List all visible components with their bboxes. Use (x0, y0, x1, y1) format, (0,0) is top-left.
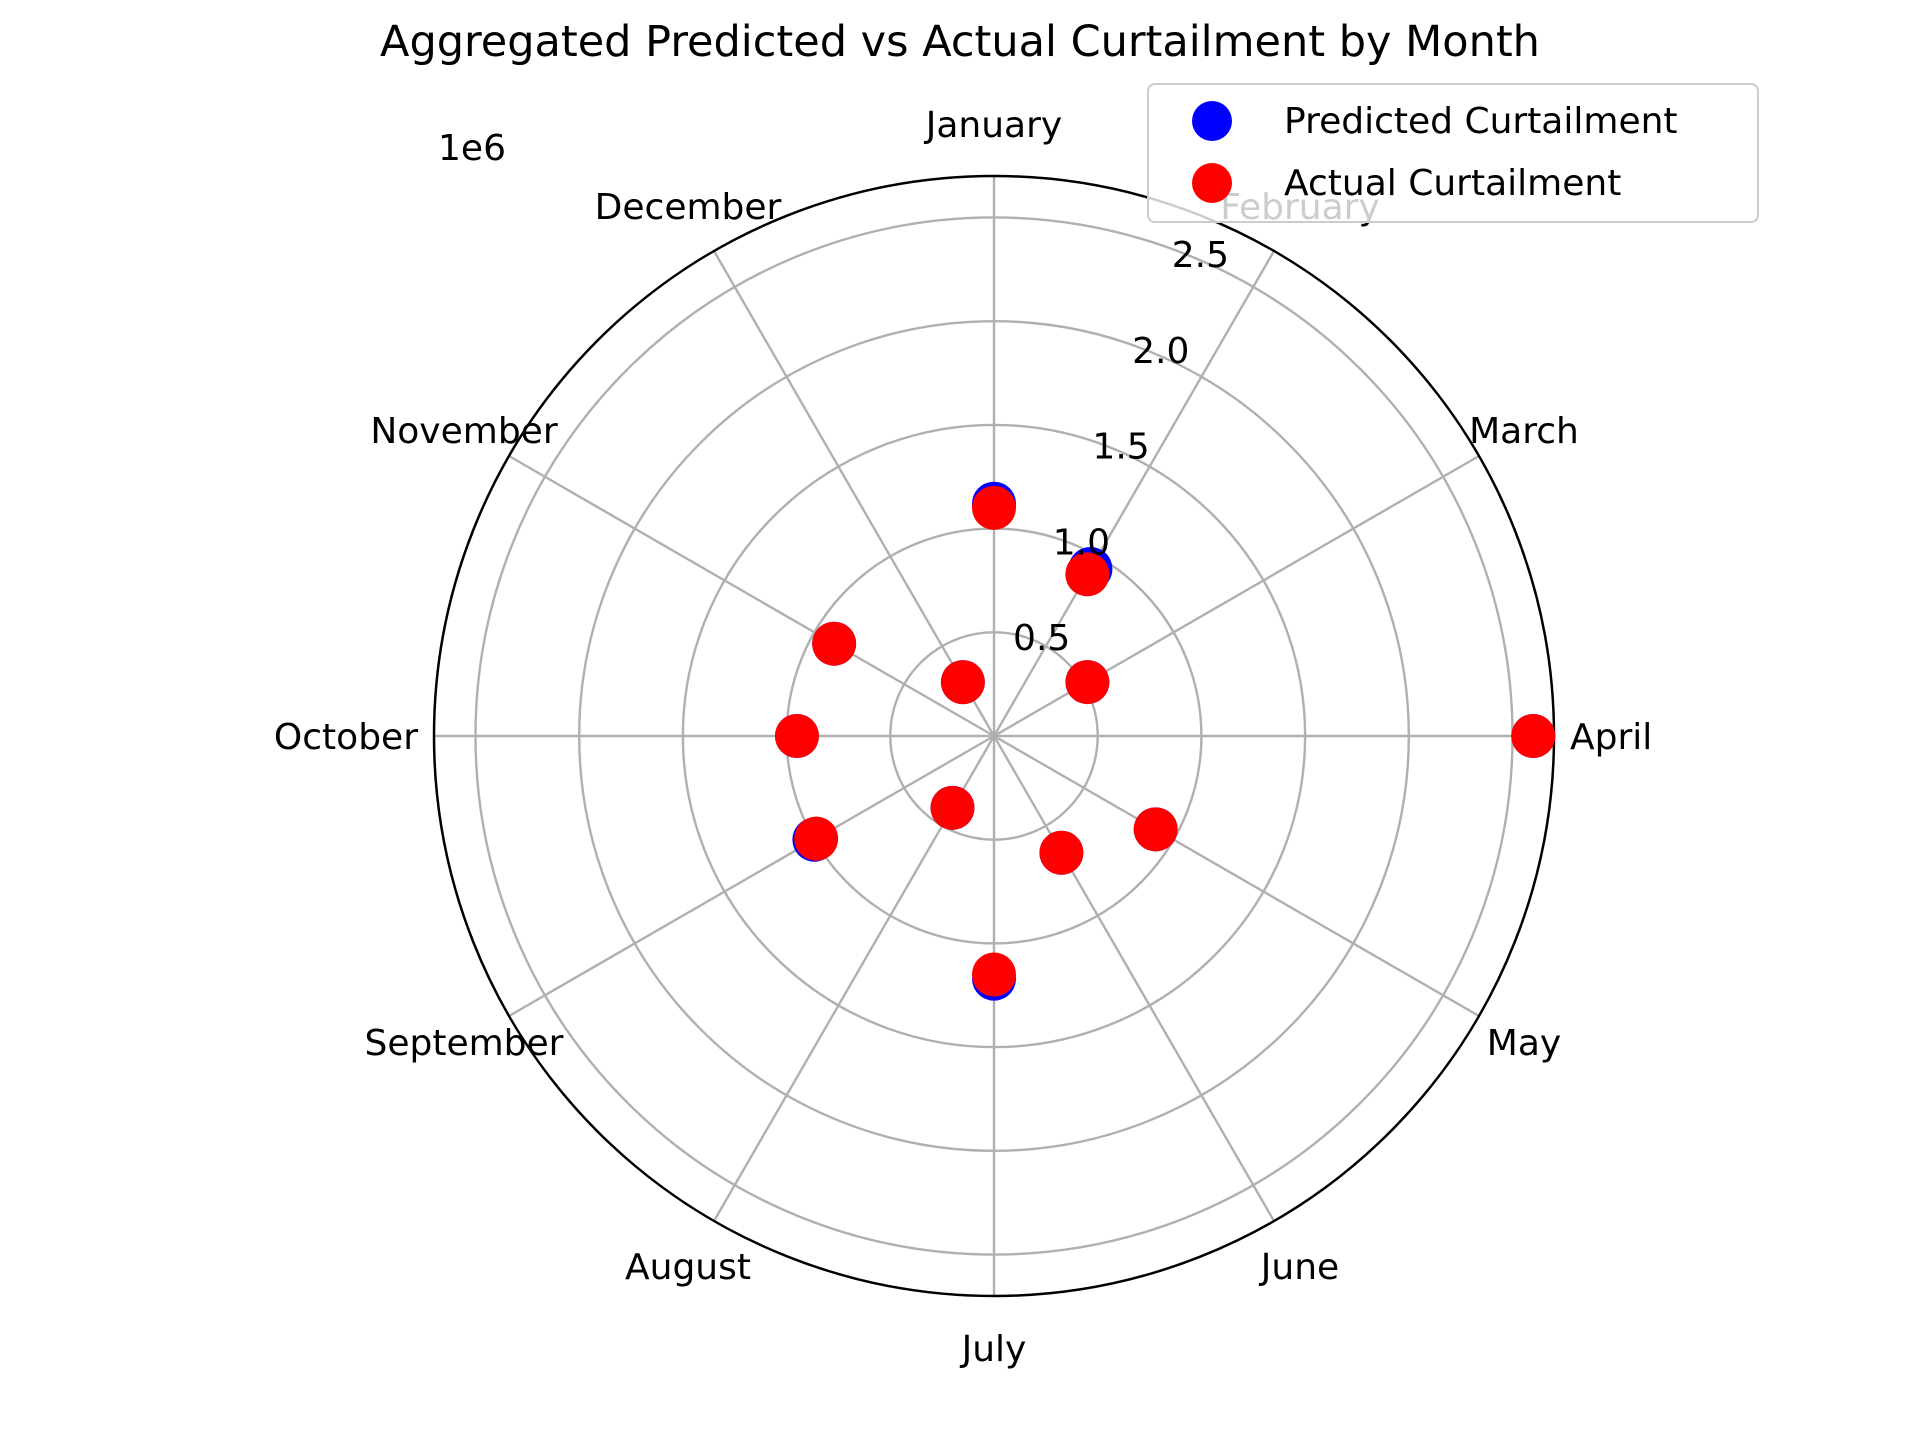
theta-tick-label-september: September (365, 1023, 564, 1064)
theta-tick-label-july: July (960, 1329, 1027, 1370)
chart-title: Aggregated Predicted vs Actual Curtailme… (380, 17, 1540, 67)
actual-point-march (1065, 660, 1110, 705)
radial-tick-label-2: 1.0 (1053, 522, 1110, 563)
theta-tick-label-january: January (924, 105, 1062, 146)
radial-tick-label-1: 0.5 (1013, 618, 1070, 659)
actual-point-december (940, 660, 985, 705)
theta-tick-label-march: March (1469, 411, 1579, 452)
legend-marker-predicted (1192, 101, 1232, 141)
legend-label-predicted: Predicted Curtailment (1284, 101, 1678, 142)
theta-tick-label-august: August (625, 1247, 751, 1288)
legend-frame (1147, 83, 1759, 223)
actual-point-july (972, 952, 1016, 997)
legend-marker-actual (1192, 163, 1232, 203)
radial-offset-label: 1e6 (438, 128, 506, 169)
actual-point-november (812, 621, 857, 666)
points-layer (774, 481, 1556, 1001)
grid-layer (432, 174, 1556, 1298)
actual-point-february (1065, 552, 1110, 597)
theta-tick-label-december: December (595, 187, 782, 228)
legend-label-actual: Actual Curtailment (1284, 163, 1621, 204)
angular-gridline-november (508, 454, 995, 738)
angular-gridline-september (508, 734, 995, 1018)
theta-tick-label-may: May (1487, 1023, 1561, 1064)
radial-tick-label-5: 2.5 (1172, 235, 1229, 276)
actual-point-august (930, 785, 975, 830)
actual-point-september (794, 816, 839, 861)
actual-point-april (1511, 714, 1556, 758)
radial-tick-label-4: 2.0 (1132, 331, 1189, 372)
labels-layer: JanuaryFebruaryMarchAprilMayJuneJulyAugu… (274, 105, 1652, 1370)
angular-gridline-december (712, 250, 996, 737)
theta-tick-label-october: October (274, 717, 418, 758)
angular-gridline-may (993, 734, 1480, 1018)
actual-point-october (774, 714, 819, 758)
radial-tick-label-3: 1.5 (1092, 427, 1149, 468)
actual-point-may (1133, 807, 1178, 852)
angular-gridline-june (992, 735, 1276, 1222)
theta-tick-label-november: November (370, 411, 557, 452)
theta-tick-label-june: June (1259, 1247, 1339, 1288)
theta-tick-label-april: April (1570, 717, 1652, 758)
angular-gridline-february (992, 250, 1276, 737)
actual-point-january (972, 485, 1016, 530)
actual-point-june (1039, 830, 1084, 875)
legend: Predicted Curtailment Actual Curtailment (1147, 83, 1759, 223)
